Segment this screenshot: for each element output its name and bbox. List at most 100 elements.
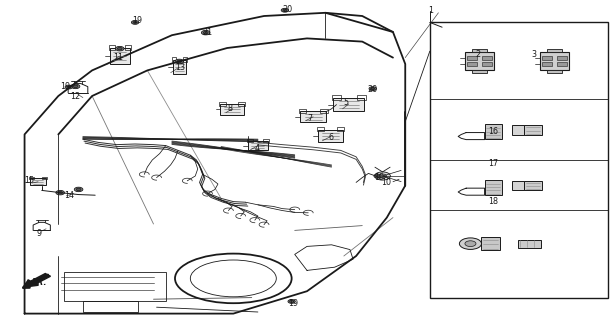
Circle shape — [379, 174, 386, 178]
Circle shape — [288, 300, 295, 303]
Bar — [109, 45, 115, 50]
Circle shape — [203, 31, 208, 34]
Circle shape — [465, 241, 476, 246]
Bar — [357, 95, 366, 100]
Bar — [83, 301, 138, 312]
Text: 5: 5 — [344, 98, 349, 107]
Bar — [524, 125, 542, 135]
Text: 9: 9 — [37, 229, 42, 238]
Circle shape — [56, 190, 64, 195]
Circle shape — [281, 8, 289, 12]
Bar — [317, 127, 324, 132]
Text: 6: 6 — [328, 133, 333, 142]
Bar — [64, 272, 166, 301]
Bar — [484, 180, 502, 195]
Text: 11: 11 — [114, 53, 123, 62]
Text: 19: 19 — [375, 173, 384, 182]
Bar — [430, 22, 608, 298]
Bar — [333, 98, 364, 111]
Bar — [467, 56, 477, 60]
Bar — [467, 62, 477, 66]
Bar — [472, 70, 487, 73]
Text: 12: 12 — [71, 92, 80, 100]
Text: 17: 17 — [488, 159, 498, 168]
Bar — [110, 48, 130, 64]
Circle shape — [283, 9, 287, 11]
Text: 13: 13 — [175, 63, 185, 72]
Text: FR.: FR. — [32, 278, 47, 287]
Circle shape — [371, 88, 375, 90]
Circle shape — [115, 46, 124, 51]
Bar — [300, 111, 326, 122]
Text: 20: 20 — [367, 85, 377, 94]
Bar — [524, 181, 542, 190]
Bar — [547, 70, 562, 73]
Bar — [332, 95, 341, 100]
Circle shape — [376, 175, 379, 177]
Bar — [481, 237, 500, 250]
Bar — [31, 178, 46, 185]
Bar — [512, 181, 524, 190]
Bar — [512, 125, 524, 135]
Bar — [547, 49, 562, 52]
Text: 10: 10 — [381, 178, 391, 187]
Bar — [219, 102, 226, 106]
Bar — [183, 57, 187, 62]
Bar — [465, 52, 494, 70]
Text: 14: 14 — [64, 191, 74, 200]
Text: 16: 16 — [488, 127, 498, 136]
Text: 3: 3 — [531, 50, 536, 59]
Text: 15: 15 — [25, 176, 34, 185]
Bar — [320, 108, 328, 113]
Bar — [318, 130, 343, 142]
Text: 19: 19 — [289, 299, 298, 308]
Bar — [557, 56, 567, 60]
Circle shape — [71, 84, 80, 89]
Bar — [125, 45, 131, 50]
Circle shape — [133, 21, 137, 23]
Circle shape — [76, 188, 81, 191]
Bar — [172, 57, 176, 62]
Bar — [220, 104, 244, 115]
Circle shape — [459, 238, 481, 249]
Circle shape — [131, 20, 139, 24]
Text: 2: 2 — [476, 50, 481, 59]
Bar — [518, 239, 541, 247]
Circle shape — [58, 191, 63, 194]
Bar — [484, 124, 502, 139]
Bar — [42, 177, 47, 179]
Bar — [298, 108, 306, 113]
Bar — [472, 49, 487, 52]
Bar — [542, 62, 552, 66]
Text: 20: 20 — [282, 5, 292, 14]
Circle shape — [73, 85, 78, 88]
Bar — [238, 102, 245, 106]
Circle shape — [201, 30, 210, 35]
Bar — [482, 62, 492, 66]
Text: 21: 21 — [203, 28, 212, 36]
Circle shape — [117, 47, 122, 50]
Circle shape — [74, 187, 83, 192]
Bar — [173, 60, 186, 74]
Bar — [542, 56, 552, 60]
Circle shape — [290, 300, 293, 302]
FancyArrow shape — [25, 274, 50, 287]
Bar — [540, 52, 569, 70]
Circle shape — [177, 60, 182, 63]
Circle shape — [375, 172, 391, 180]
Text: 1: 1 — [428, 6, 433, 15]
Bar — [482, 56, 492, 60]
Bar — [248, 141, 268, 150]
Bar — [263, 139, 269, 142]
Circle shape — [67, 86, 71, 88]
Circle shape — [369, 87, 376, 91]
Bar — [29, 177, 34, 179]
Circle shape — [374, 174, 381, 178]
Circle shape — [175, 59, 184, 64]
Text: 19: 19 — [132, 16, 142, 25]
Bar — [557, 62, 567, 66]
Bar — [247, 139, 253, 142]
Text: 18: 18 — [488, 197, 498, 206]
Bar — [336, 127, 344, 132]
Text: 8: 8 — [227, 104, 232, 113]
